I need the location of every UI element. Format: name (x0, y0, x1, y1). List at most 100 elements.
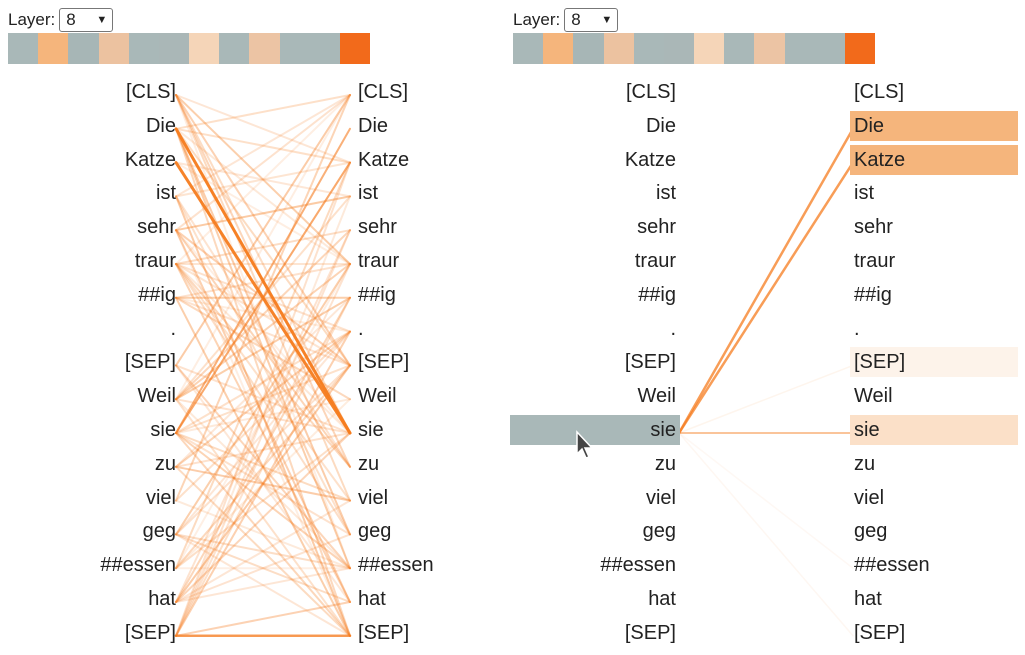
source-token-katze[interactable]: Katze (624, 148, 676, 171)
target-token-katze[interactable]: Katze (358, 148, 410, 171)
target-token-essen[interactable]: ##essen (854, 554, 930, 577)
target-token-sep[interactable]: [SEP] (850, 347, 1018, 378)
source-token-cls[interactable]: [CLS] (125, 81, 176, 103)
layer-control: Layer: 8 ▼ (8, 8, 114, 32)
source-token-essen[interactable]: ##essen (100, 554, 176, 577)
target-token-period[interactable]: . (854, 317, 860, 340)
head-swatch-9[interactable] (279, 33, 310, 64)
target-token-sehr[interactable]: sehr (358, 216, 397, 239)
attention-head-selector[interactable] (513, 33, 876, 64)
source-token-traur[interactable]: traur (134, 250, 176, 272)
source-token-sep[interactable]: [SEP] (624, 621, 676, 644)
head-swatch-5[interactable] (158, 33, 190, 64)
head-swatch-10[interactable] (814, 33, 845, 64)
head-swatch-4[interactable] (633, 33, 664, 64)
head-swatch-7[interactable] (724, 33, 755, 64)
source-token-ig[interactable]: ##ig (138, 283, 176, 306)
source-token-geg[interactable]: geg (642, 520, 676, 543)
target-token-viel[interactable]: viel (358, 486, 389, 509)
source-token-sehr[interactable]: sehr (137, 216, 176, 239)
source-token-sep[interactable]: [SEP] (624, 351, 676, 374)
head-swatch-6[interactable] (694, 33, 725, 64)
source-token-zu[interactable]: zu (154, 452, 176, 475)
source-token-hat[interactable]: hat (648, 588, 676, 610)
target-token-weil[interactable]: Weil (854, 385, 893, 408)
target-token-sep[interactable]: [SEP] (358, 621, 410, 644)
head-swatch-8[interactable] (249, 33, 280, 64)
source-token-zu[interactable]: zu (654, 452, 676, 475)
source-token-essen[interactable]: ##essen (600, 554, 676, 577)
source-token-ist[interactable]: ist (156, 182, 176, 205)
target-token-cls[interactable]: [CLS] (358, 81, 409, 103)
target-token-ist[interactable]: ist (358, 182, 378, 205)
head-swatch-3[interactable] (603, 33, 634, 64)
source-token-weil[interactable]: Weil (637, 385, 676, 408)
head-swatch-10[interactable] (309, 33, 340, 64)
source-token-viel[interactable]: viel (145, 486, 176, 509)
source-token-die[interactable]: Die (645, 114, 676, 137)
target-token-sep[interactable]: [SEP] (854, 621, 906, 644)
source-token-katze[interactable]: Katze (124, 148, 176, 171)
head-swatch-7[interactable] (219, 33, 250, 64)
source-token-traur[interactable]: traur (634, 250, 676, 272)
source-token-viel[interactable]: viel (645, 486, 676, 509)
target-token-sehr[interactable]: sehr (854, 216, 893, 239)
source-token-sep[interactable]: [SEP] (124, 351, 176, 374)
target-token-ig[interactable]: ##ig (358, 283, 396, 306)
target-token-zu[interactable]: zu (854, 452, 876, 475)
attention-head-selector[interactable] (8, 33, 371, 64)
layer-select[interactable]: 8 ▼ (564, 8, 619, 32)
head-swatch-8[interactable] (754, 33, 785, 64)
target-token-ig[interactable]: ##ig (854, 283, 892, 306)
target-token-viel[interactable]: viel (854, 486, 885, 509)
head-swatch-9[interactable] (784, 33, 815, 64)
source-token-geg[interactable]: geg (142, 520, 176, 543)
head-swatch-2[interactable] (573, 33, 604, 64)
source-token-ist[interactable]: ist (656, 182, 676, 205)
source-token-weil[interactable]: Weil (137, 385, 176, 408)
source-token-sehr[interactable]: sehr (637, 216, 676, 239)
source-token-period[interactable]: . (170, 317, 176, 340)
target-token-cls[interactable]: [CLS] (854, 81, 905, 103)
target-token-katze[interactable]: Katze (850, 144, 1018, 175)
target-token-weil[interactable]: Weil (358, 385, 397, 408)
target-token-essen[interactable]: ##essen (358, 554, 434, 577)
target-token-sie[interactable]: sie (850, 415, 1018, 445)
head-swatch-0[interactable] (513, 33, 544, 64)
target-token-period[interactable]: . (358, 317, 364, 340)
source-token-period[interactable]: . (670, 317, 676, 340)
chevron-down-icon: ▼ (96, 14, 108, 26)
layer-select[interactable]: 8 ▼ (59, 8, 114, 32)
head-swatch-1[interactable] (543, 33, 574, 64)
attention-panel-left: Layer: 8 ▼ [CLS] Die Katze ist sehr traur ##ig… (0, 0, 500, 655)
target-token-hat[interactable]: hat (854, 588, 882, 610)
source-token-ig[interactable]: ##ig (638, 283, 676, 306)
source-token-sep[interactable]: [SEP] (124, 621, 176, 644)
head-swatch-3[interactable] (98, 33, 129, 64)
head-swatch-11[interactable] (844, 33, 876, 64)
target-token-zu[interactable]: zu (358, 452, 380, 475)
target-token-geg[interactable]: geg (358, 520, 392, 543)
head-swatch-11[interactable] (339, 33, 371, 64)
source-token-sie[interactable]: sie (150, 419, 176, 441)
head-swatch-5[interactable] (663, 33, 695, 64)
source-token-hat[interactable]: hat (148, 588, 176, 610)
target-token-hat[interactable]: hat (358, 588, 386, 610)
target-token-die[interactable]: Die (358, 114, 389, 137)
head-swatch-6[interactable] (189, 33, 220, 64)
target-token-ist[interactable]: ist (854, 182, 874, 205)
source-token-sie[interactable]: sie (510, 415, 680, 445)
target-token-geg[interactable]: geg (854, 520, 888, 543)
target-token-die[interactable]: Die (850, 110, 1018, 141)
layer-label: Layer: (513, 10, 561, 29)
target-token-traur[interactable]: traur (854, 250, 896, 272)
source-token-cls[interactable]: [CLS] (625, 81, 676, 103)
target-token-sie[interactable]: sie (358, 419, 384, 441)
head-swatch-1[interactable] (38, 33, 69, 64)
head-swatch-2[interactable] (68, 33, 99, 64)
source-token-die[interactable]: Die (145, 114, 176, 137)
target-token-sep[interactable]: [SEP] (358, 351, 410, 374)
head-swatch-4[interactable] (128, 33, 159, 64)
head-swatch-0[interactable] (8, 33, 39, 64)
target-token-traur[interactable]: traur (358, 250, 400, 272)
